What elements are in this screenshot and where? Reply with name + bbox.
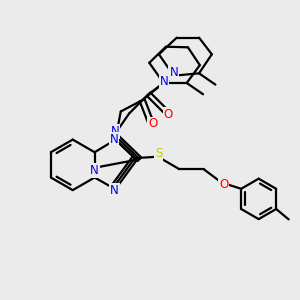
Text: N: N	[160, 75, 169, 88]
Text: N: N	[111, 125, 119, 138]
Text: N: N	[169, 66, 178, 79]
Text: O: O	[219, 178, 229, 190]
Text: N: N	[110, 184, 119, 197]
Text: O: O	[148, 118, 158, 130]
Text: N: N	[110, 133, 118, 146]
Text: O: O	[164, 107, 173, 121]
Text: N: N	[90, 164, 99, 177]
Text: S: S	[155, 147, 162, 160]
